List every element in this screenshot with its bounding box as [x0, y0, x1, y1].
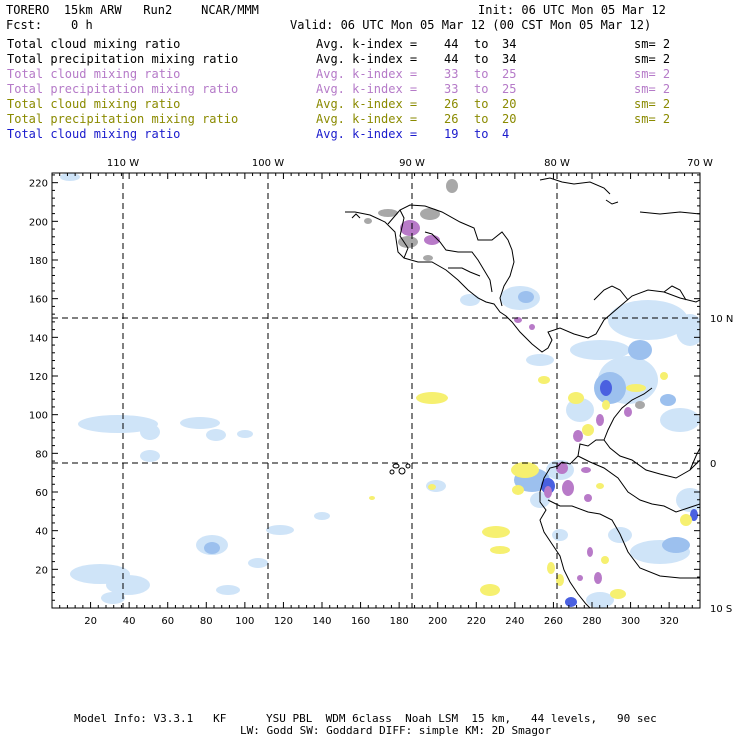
- legend-smoothing: sm= 2: [634, 37, 671, 51]
- y-tick-label: 80: [35, 449, 48, 460]
- run-label: Run2: [143, 3, 173, 17]
- y-tick-label: 220: [29, 179, 48, 190]
- y-tick-label: 20: [35, 565, 48, 576]
- longitude-label: 90 W: [399, 158, 425, 169]
- fcst-value: 0 h: [71, 18, 93, 32]
- x-tick-label: 320: [660, 616, 679, 627]
- y-tick-label: 200: [29, 217, 48, 228]
- legend-to-value: 25: [502, 67, 517, 81]
- legend-to-word: to: [474, 127, 489, 141]
- cloud-gray-patches: [364, 179, 645, 409]
- cloud-light-blue-patches: [60, 173, 700, 608]
- longitude-label: 100 W: [252, 158, 284, 169]
- legend-avg-label: Avg. k-index =: [316, 127, 418, 141]
- legend-avg-label: Avg. k-index =: [316, 67, 418, 81]
- lat-lon-grid: [52, 173, 700, 608]
- y-tick-label: 120: [29, 372, 48, 383]
- legend-avg-label: Avg. k-index =: [316, 97, 418, 111]
- legend-to-value: 20: [502, 112, 517, 126]
- fcst-label: Fcst:: [6, 18, 43, 32]
- x-tick-label: 20: [84, 616, 97, 627]
- y-tick-label: 60: [35, 488, 48, 499]
- legend-smoothing: sm= 2: [634, 52, 671, 66]
- x-tick-label: 160: [351, 616, 370, 627]
- y-tick-label: 160: [29, 295, 48, 306]
- coastlines: [345, 177, 700, 608]
- x-tick-label: 220: [467, 616, 486, 627]
- legend-smoothing: sm= 2: [634, 82, 671, 96]
- model-name: TORERO: [6, 3, 50, 17]
- legend-field-label: Total precipitation mixing ratio: [7, 52, 239, 66]
- header-line-1: TORERO 15km ARW Run2 NCAR/MMM: [6, 3, 259, 17]
- x-tick-label: 140: [312, 616, 331, 627]
- y-tick-label: 100: [29, 411, 48, 422]
- geo-labels: 110 W 100 W 90 W 80 W 70 W 10 N 0 10 S: [107, 158, 733, 615]
- x-tick-label: 240: [505, 616, 524, 627]
- galapagos-islands: [389, 463, 411, 475]
- forecast-hour: Fcst: 0 h: [6, 18, 93, 32]
- y-tick-label: 180: [29, 256, 48, 267]
- y-tick-label: 140: [29, 333, 48, 344]
- model-resolution: 15km ARW: [63, 3, 122, 17]
- legend-to-value: 20: [502, 97, 517, 111]
- legend-smoothing: sm= 2: [634, 67, 671, 81]
- axis-ticks: [51, 173, 701, 609]
- legend-from-value: 44: [444, 37, 459, 51]
- footer-physics-info: LW: Godd SW: Goddard DIFF: simple KM: 2D…: [240, 724, 552, 737]
- legend-field-label: Total precipitation mixing ratio: [7, 82, 239, 96]
- latitude-label: 0: [710, 459, 716, 470]
- x-tick-label: 100: [235, 616, 254, 627]
- legend-to-word: to: [474, 97, 489, 111]
- cloud-yellow-patches: [369, 372, 692, 599]
- legend-smoothing: sm= 2: [634, 112, 671, 126]
- legend-to-value: 34: [502, 37, 517, 51]
- init-time: Init: 06 UTC Mon 05 Mar 12: [478, 3, 666, 17]
- legend-avg-label: Avg. k-index =: [316, 112, 418, 126]
- legend-avg-label: Avg. k-index =: [316, 82, 418, 96]
- legend-to-value: 4: [502, 127, 510, 141]
- footer-model-info: Model Info: V3.3.1 KF YSU PBL WDM 6class…: [74, 712, 657, 725]
- legend-to-word: to: [474, 82, 489, 96]
- x-tick-label: 80: [200, 616, 213, 627]
- legend-from-value: 26: [444, 112, 459, 126]
- longitude-label: 70 W: [687, 158, 713, 169]
- x-tick-label: 60: [161, 616, 174, 627]
- legend-avg-label: Avg. k-index =: [316, 52, 418, 66]
- axis-tick-labels: 20 40 60 80 100 120 140 160 180 200 220 240 260 280 30…: [29, 179, 679, 627]
- longitude-label: 110 W: [107, 158, 139, 169]
- org-label: NCAR/MMM: [201, 3, 259, 17]
- latitude-label: 10 N: [710, 314, 733, 325]
- legend-field-label: Total cloud mixing ratio: [7, 97, 181, 111]
- x-tick-label: 180: [390, 616, 409, 627]
- legend-to-word: to: [474, 52, 489, 66]
- legend-to-value: 25: [502, 82, 517, 96]
- legend-to-value: 34: [502, 52, 517, 66]
- x-tick-label: 280: [582, 616, 601, 627]
- legend-smoothing: sm= 2: [634, 97, 671, 111]
- legend-to-word: to: [474, 112, 489, 126]
- legend-field-label: Total cloud mixing ratio: [7, 67, 181, 81]
- legend-from-value: 19: [444, 127, 459, 141]
- legend-field-label: Total cloud mixing ratio: [7, 37, 181, 51]
- x-tick-label: 260: [544, 616, 563, 627]
- x-tick-label: 40: [123, 616, 136, 627]
- x-tick-label: 120: [274, 616, 293, 627]
- legend-to-word: to: [474, 67, 489, 81]
- legend-field-label: Total cloud mixing ratio: [7, 127, 181, 141]
- legend-to-word: to: [474, 37, 489, 51]
- legend-from-value: 33: [444, 82, 459, 96]
- legend-field-label: Total precipitation mixing ratio: [7, 112, 239, 126]
- valid-time: Valid: 06 UTC Mon 05 Mar 12 (00 CST Mon …: [290, 18, 652, 32]
- y-tick-label: 40: [35, 527, 48, 538]
- latitude-label: 10 S: [710, 604, 732, 615]
- legend-from-value: 33: [444, 67, 459, 81]
- longitude-label: 80 W: [544, 158, 570, 169]
- x-tick-label: 200: [428, 616, 447, 627]
- x-tick-label: 300: [621, 616, 640, 627]
- legend-avg-label: Avg. k-index =: [316, 37, 418, 51]
- legend-from-value: 44: [444, 52, 459, 66]
- legend-from-value: 26: [444, 97, 459, 111]
